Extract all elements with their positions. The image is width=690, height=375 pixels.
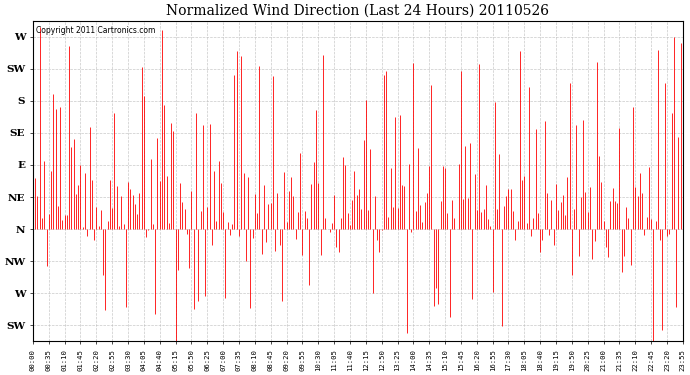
Text: Copyright 2011 Cartronics.com: Copyright 2011 Cartronics.com: [36, 26, 155, 34]
Title: Normalized Wind Direction (Last 24 Hours) 20110526: Normalized Wind Direction (Last 24 Hours…: [166, 4, 549, 18]
